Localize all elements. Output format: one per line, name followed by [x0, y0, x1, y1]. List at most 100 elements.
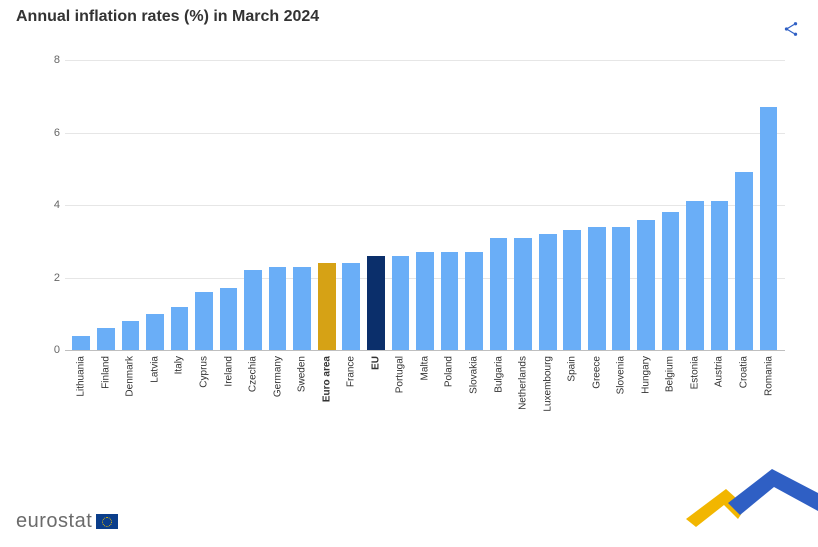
chart-xlabel: Germany: [272, 356, 283, 397]
chart-xlabel: France: [346, 356, 357, 387]
chart-xlabel: Austria: [714, 356, 725, 387]
chart-xlabel: EU: [370, 356, 381, 370]
chart-xlabel: Greece: [591, 356, 602, 389]
chart-xlabel: Spain: [567, 356, 578, 382]
chart-xlabel: Estonia: [689, 356, 700, 389]
chart-bar-rect: [612, 227, 630, 350]
chart-bar-rect: [441, 252, 459, 350]
chart-xlabel: Croatia: [739, 356, 750, 388]
chart-bar: [241, 60, 266, 350]
chart-bar-rect: [465, 252, 483, 350]
chart-bar-rect: [416, 252, 434, 350]
chart-bar: [535, 60, 560, 350]
chart-bar-rect: [269, 267, 287, 350]
chart-bar: [94, 60, 119, 350]
chart-bar-rect: [367, 256, 385, 350]
chart-bar: [216, 60, 241, 350]
chart-xlabel: Cyprus: [199, 356, 210, 388]
chart-bar: [290, 60, 315, 350]
chart-ytick-label: 4: [40, 199, 60, 211]
chart-bar-rect: [220, 288, 238, 350]
chart-bar-rect: [146, 314, 164, 350]
chart-bar-rect: [195, 292, 213, 350]
chart-bar: [609, 60, 634, 350]
chart-bar: [756, 60, 781, 350]
chart-xlabel: Lithuania: [76, 356, 87, 397]
chart-bar: [388, 60, 413, 350]
chart-bar: [634, 60, 659, 350]
chart-bar: [143, 60, 168, 350]
eu-flag-icon: [96, 514, 118, 529]
chart-xlabel: Luxembourg: [542, 356, 553, 412]
chart-xlabel: Portugal: [395, 356, 406, 393]
inflation-bar-chart: 02468 LithuaniaFinlandDenmarkLatviaItaly…: [45, 60, 785, 380]
chart-xlabel: Bulgaria: [493, 356, 504, 393]
chart-bar-rect: [637, 220, 655, 351]
chart-bar: [511, 60, 536, 350]
chart-bar-rect: [122, 321, 140, 350]
chart-bar-rect: [514, 238, 532, 350]
chart-bar-rect: [97, 328, 115, 350]
chart-xlabel: Hungary: [640, 356, 651, 394]
chart-bar-rect: [318, 263, 336, 350]
chart-bar-rect: [392, 256, 410, 350]
chart-xlabel: Italy: [174, 356, 185, 374]
chart-ytick-label: 2: [40, 272, 60, 284]
chart-ytick-label: 0: [40, 344, 60, 356]
chart-plot-area: [65, 60, 785, 351]
chart-bars: [65, 60, 785, 350]
chart-xlabel: Netherlands: [518, 356, 529, 410]
chart-bar-rect: [760, 107, 778, 350]
chart-xlabel: Romania: [763, 356, 774, 396]
chart-xlabel: Sweden: [297, 356, 308, 392]
chart-xlabel: Euro area: [321, 356, 332, 402]
chart-ytick-label: 6: [40, 127, 60, 139]
share-icon[interactable]: [782, 20, 800, 38]
eurostat-swoosh-icon: [638, 459, 818, 529]
chart-x-labels: LithuaniaFinlandDenmarkLatviaItalyCyprus…: [65, 350, 785, 362]
chart-bar: [265, 60, 290, 350]
chart-bar-rect: [539, 234, 557, 350]
chart-xlabel: Slovakia: [469, 356, 480, 394]
page-title: Annual inflation rates (%) in March 2024: [16, 8, 319, 26]
chart-xlabel: Latvia: [149, 356, 160, 383]
chart-bar-rect: [588, 227, 606, 350]
chart-bar: [486, 60, 511, 350]
chart-bar: [707, 60, 732, 350]
chart-bar-rect: [72, 336, 90, 351]
chart-bar-rect: [662, 212, 680, 350]
chart-xlabel: Ireland: [223, 356, 234, 387]
chart-xlabel: Poland: [444, 356, 455, 387]
chart-bar: [560, 60, 585, 350]
chart-xlabel: Slovenia: [616, 356, 627, 394]
chart-bar-rect: [563, 230, 581, 350]
chart-bar: [69, 60, 94, 350]
chart-bar: [683, 60, 708, 350]
chart-bar: [413, 60, 438, 350]
chart-bar: [584, 60, 609, 350]
chart-bar: [732, 60, 757, 350]
chart-bar: [118, 60, 143, 350]
chart-bar: [314, 60, 339, 350]
chart-bar: [167, 60, 192, 350]
chart-bar: [658, 60, 683, 350]
chart-xlabel: Czechia: [248, 356, 259, 392]
chart-ytick-label: 8: [40, 54, 60, 66]
eurostat-logo: eurostat: [16, 510, 118, 533]
chart-bar-rect: [244, 270, 262, 350]
chart-bar-rect: [342, 263, 360, 350]
chart-bar-rect: [171, 307, 189, 351]
chart-bar: [192, 60, 217, 350]
chart-bar-rect: [293, 267, 311, 350]
chart-bar: [339, 60, 364, 350]
chart-bar-rect: [490, 238, 508, 350]
chart-bar-rect: [735, 172, 753, 350]
chart-xlabel: Denmark: [125, 356, 136, 397]
chart-bar: [462, 60, 487, 350]
chart-bar: [364, 60, 389, 350]
chart-bar-rect: [686, 201, 704, 350]
chart-bar-rect: [711, 201, 729, 350]
chart-xlabel: Belgium: [665, 356, 676, 392]
eurostat-wordmark: eurostat: [16, 510, 92, 533]
chart-xlabel: Malta: [419, 356, 430, 380]
